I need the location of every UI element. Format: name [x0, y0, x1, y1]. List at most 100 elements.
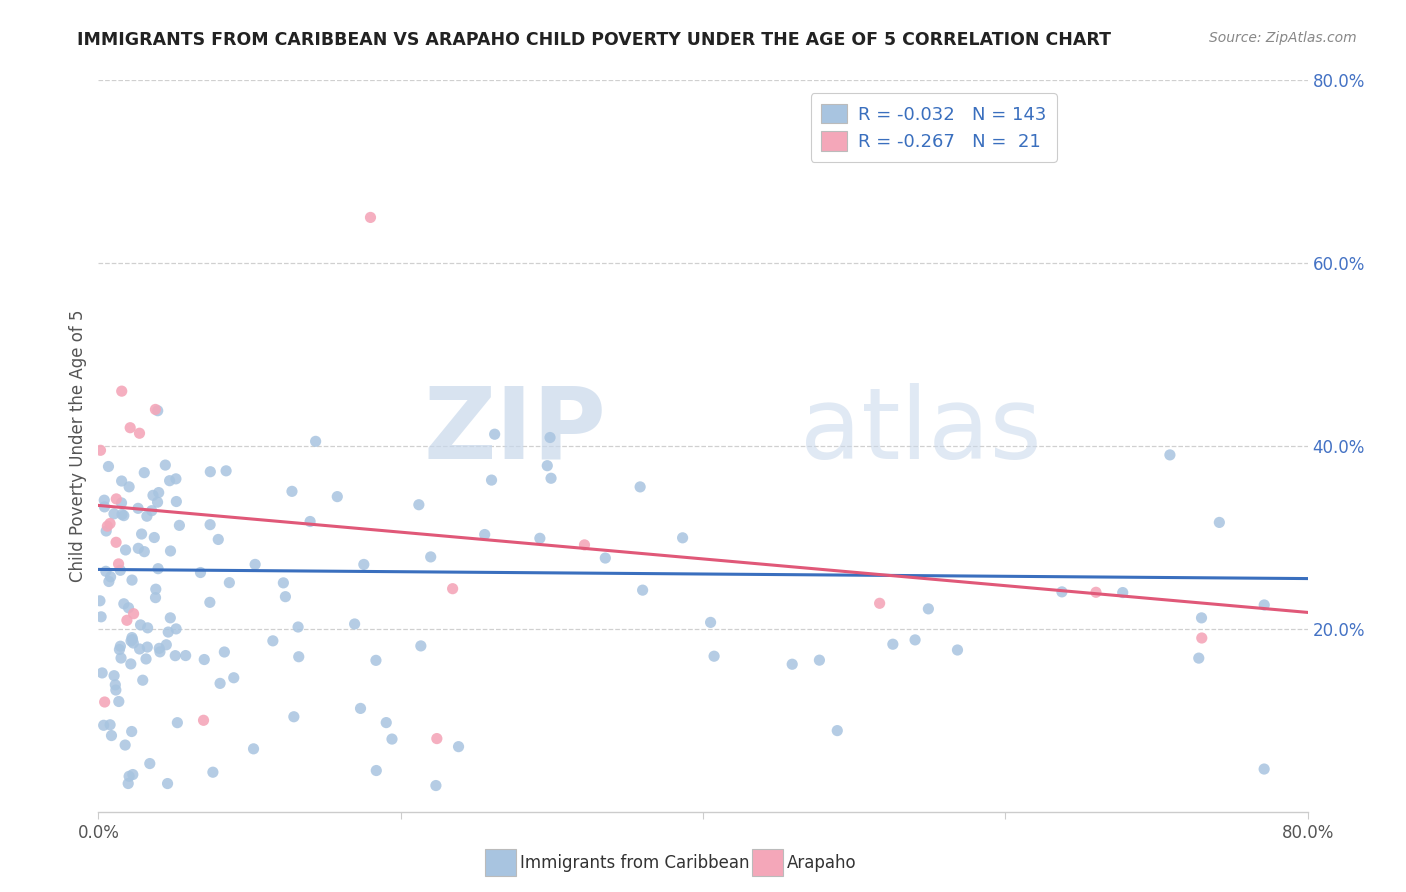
- Point: [169, 518, 191, 533]
- Point: [946, 643, 969, 657]
- Point: [1191, 631, 1213, 645]
- Point: [780, 657, 803, 672]
- Point: [100, 729, 122, 743]
- Point: [703, 649, 725, 664]
- Point: [165, 472, 187, 486]
- Point: [145, 582, 167, 597]
- Point: [139, 756, 162, 771]
- Point: [114, 543, 136, 558]
- Point: [287, 620, 309, 634]
- Point: [110, 496, 132, 510]
- Point: [198, 517, 221, 532]
- Point: [283, 710, 305, 724]
- Point: [122, 636, 145, 650]
- Point: [366, 764, 388, 778]
- Point: [107, 557, 129, 571]
- Point: [159, 611, 181, 625]
- Point: [90, 609, 112, 624]
- Point: [242, 741, 264, 756]
- Point: [281, 484, 304, 499]
- Point: [145, 591, 167, 605]
- Point: [135, 652, 157, 666]
- Point: [1112, 585, 1135, 599]
- Point: [218, 575, 240, 590]
- Point: [193, 652, 215, 666]
- Point: [121, 573, 143, 587]
- Point: [595, 551, 617, 566]
- Point: [474, 527, 496, 541]
- Point: [904, 632, 927, 647]
- Point: [149, 645, 172, 659]
- Point: [120, 634, 142, 648]
- Point: [628, 480, 651, 494]
- Point: [1159, 448, 1181, 462]
- Point: [207, 533, 229, 547]
- Point: [111, 474, 134, 488]
- Text: Source: ZipAtlas.com: Source: ZipAtlas.com: [1209, 31, 1357, 45]
- Point: [262, 633, 284, 648]
- Point: [631, 583, 654, 598]
- Point: [93, 500, 115, 514]
- Point: [481, 473, 503, 487]
- Point: [96, 519, 118, 533]
- Point: [141, 504, 163, 518]
- Point: [1191, 611, 1213, 625]
- Point: [127, 541, 149, 556]
- Point: [699, 615, 721, 630]
- Point: [156, 776, 179, 790]
- Text: Immigrants from Caribbean: Immigrants from Caribbean: [520, 854, 749, 871]
- Point: [132, 673, 155, 688]
- Point: [93, 718, 115, 732]
- Point: [131, 527, 153, 541]
- Point: [174, 648, 197, 663]
- Legend: R = -0.032   N = 143, R = -0.267   N =  21: R = -0.032 N = 143, R = -0.267 N = 21: [811, 93, 1057, 161]
- Point: [100, 570, 122, 584]
- Point: [1253, 762, 1275, 776]
- Point: [326, 490, 349, 504]
- Point: [193, 714, 215, 728]
- Point: [360, 211, 382, 225]
- Point: [447, 739, 470, 754]
- Point: [409, 639, 432, 653]
- Point: [538, 430, 561, 444]
- Point: [134, 466, 156, 480]
- Point: [120, 657, 142, 671]
- Point: [157, 625, 180, 640]
- Point: [304, 434, 326, 449]
- Point: [209, 676, 232, 690]
- Point: [93, 493, 115, 508]
- Point: [121, 724, 143, 739]
- Y-axis label: Child Poverty Under the Age of 5: Child Poverty Under the Age of 5: [69, 310, 87, 582]
- Point: [159, 474, 181, 488]
- Point: [111, 508, 134, 522]
- Point: [146, 403, 169, 417]
- Point: [121, 767, 143, 781]
- Point: [104, 678, 127, 692]
- Point: [353, 558, 375, 572]
- Point: [96, 524, 118, 538]
- Point: [103, 507, 125, 521]
- Point: [441, 582, 464, 596]
- Point: [143, 531, 166, 545]
- Point: [122, 607, 145, 621]
- Point: [273, 575, 295, 590]
- Point: [136, 621, 159, 635]
- Point: [426, 731, 449, 746]
- Point: [98, 516, 121, 531]
- Point: [118, 480, 141, 494]
- Point: [408, 498, 430, 512]
- Point: [134, 544, 156, 558]
- Text: ZIP: ZIP: [423, 383, 606, 480]
- Point: [827, 723, 849, 738]
- Point: [118, 769, 141, 783]
- Point: [114, 738, 136, 752]
- Point: [104, 683, 127, 698]
- Point: [112, 597, 135, 611]
- Point: [148, 485, 170, 500]
- Point: [129, 618, 152, 632]
- Point: [97, 574, 120, 589]
- Point: [215, 464, 238, 478]
- Point: [214, 645, 236, 659]
- Point: [155, 458, 177, 472]
- Point: [222, 671, 245, 685]
